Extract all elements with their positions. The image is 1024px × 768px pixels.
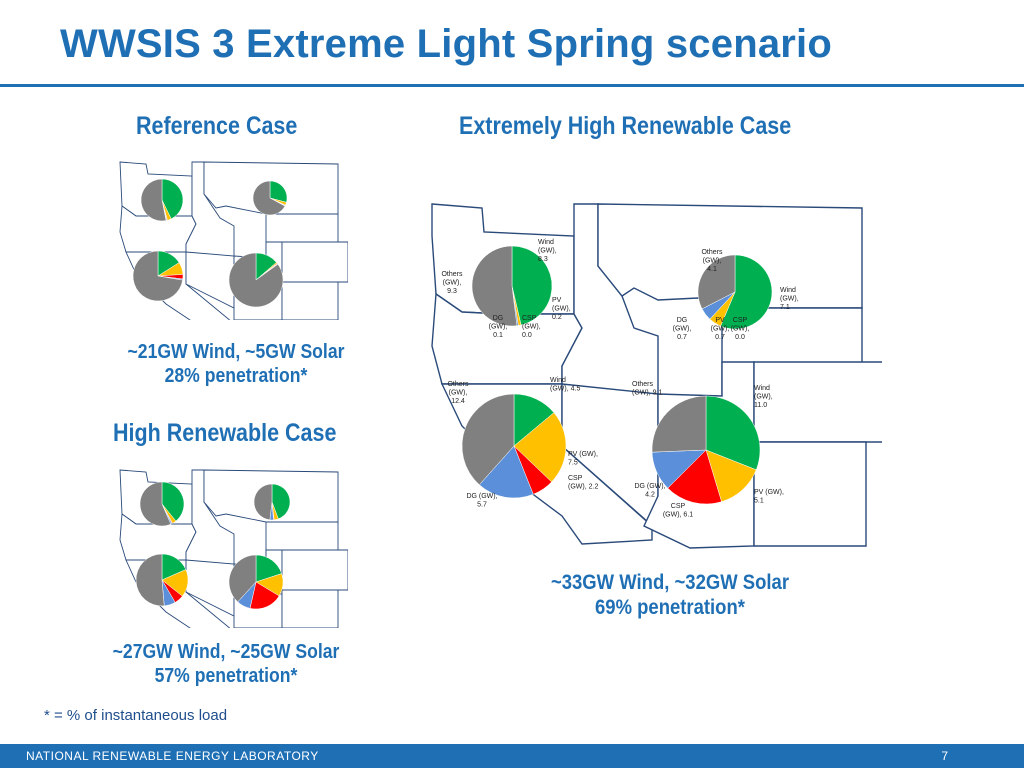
high-renewable-pie-3: [135, 553, 189, 607]
high-renewable-pie-1-slice-wind: [161, 481, 185, 522]
pie-regions: Wind (GW), 8.3 PV (GW), 0.2 CSP (GW), 0.0 DG (GW),…: [441, 239, 798, 519]
reference-pie-2-slice-others: [252, 180, 286, 216]
slide-title: WWSIS 3 Extreme Light Spring scenario: [60, 22, 832, 66]
high-renewable-case-caption: ~27GW Wind, ~25GW Solar 57% penetration*: [94, 640, 358, 688]
extremely-high-case-caption-line2: 69% penetration*: [595, 596, 745, 620]
extreme-pie-3-slice-pv: [513, 412, 567, 483]
extreme-pie-2-slice-others: [697, 254, 736, 310]
reference-pie-4-slice-others: [228, 252, 284, 308]
title-divider: [0, 84, 1024, 87]
state-colorado: [753, 361, 882, 443]
extreme-pie-2-label-dg: DG (GW), 0.7: [673, 317, 692, 341]
extreme-pie-region-1: Wind (GW), 8.3 PV (GW), 0.2 CSP (GW), 0.0 DG (GW),…: [441, 239, 570, 339]
extreme-pie-3-label-others: Others (GW), 12.4: [447, 381, 469, 405]
extremely-high-case-caption: ~33GW Wind, ~32GW Solar 69% penetration*: [538, 570, 802, 620]
high-renewable-case-heading: High Renewable Case: [113, 419, 337, 447]
extremely-high-case-caption-line1: ~33GW Wind, ~32GW Solar: [550, 571, 790, 594]
footer-bar: NATIONAL RENEWABLE ENERGY LABORATORY 7: [0, 744, 1024, 768]
extreme-pie-3-label-csp: CSP (GW), 2.2: [568, 475, 598, 491]
reference-case-caption: ~21GW Wind, ~5GW Solar 28% penetration*: [104, 340, 368, 388]
extremely-high-case-map-svg: Wind (GW), 8.3 PV (GW), 0.2 CSP (GW), 0.0 DG (GW),…: [431, 203, 882, 549]
reference-pie-3: [132, 250, 184, 302]
extreme-pie-4-label-csp: CSP (GW), 6.1: [663, 503, 693, 519]
footnote: * = % of instantaneous load: [44, 707, 228, 724]
extremely-high-case-heading: Extremely High Renewable Case: [459, 112, 792, 140]
extreme-pie-4-slice-wind: [705, 395, 761, 471]
extreme-pie-2-label-wind: Wind (GW), 7.1: [780, 287, 799, 311]
extreme-pie-4-label-dg: DG (GW), 4.2: [634, 483, 665, 499]
page-number: 7: [941, 749, 948, 763]
extremely-high-case-map: Wind (GW), 8.3 PV (GW), 0.2 CSP (GW), 0.0 DG (GW),…: [422, 196, 882, 556]
reference-pie-2-slice-wind: [269, 180, 288, 203]
reference-case-map: [116, 158, 348, 320]
extreme-pie-1-slice-others: [471, 245, 518, 327]
extreme-pie-region-3: Wind (GW), 4.5 PV (GW), 7.5 CSP (GW), 2.2 DG (…: [447, 377, 598, 509]
extreme-pie-2-label-pv: PV (GW), 0.7: [711, 317, 730, 341]
reference-pie-1: [140, 178, 184, 222]
extreme-pie-4-slice-csp: [667, 449, 722, 505]
high-renewable-pie-4-slice-others: [228, 554, 257, 603]
high-renewable-case-map: [116, 466, 348, 628]
reference-pie-1-slice-wind: [161, 178, 184, 220]
high-renewable-case-caption-line2: 57% penetration*: [154, 665, 298, 687]
extreme-pie-4-label-wind: Wind (GW), 11.0: [754, 385, 773, 409]
reference-pie-2: [252, 180, 288, 216]
extreme-pie-3-label-wind: Wind (GW), 4.5: [550, 377, 580, 393]
extreme-pie-3-slice-dg: [478, 445, 534, 499]
extreme-pie-1-label-others: Others (GW), 9.3: [441, 271, 463, 295]
high-renewable-pie-4: [228, 554, 284, 610]
extreme-pie-1-label-wind: Wind (GW), 8.3: [538, 239, 557, 263]
high-renewable-pie-1: [139, 481, 185, 527]
high-renewable-pie-2-slice-wind: [271, 483, 291, 520]
reference-pie-1-slice-others: [140, 178, 167, 222]
extreme-pie-1-label-pv: PV (GW), 0.2: [552, 297, 571, 321]
extreme-pie-3-label-pv: PV (GW), 7.5: [568, 451, 598, 467]
reference-case-caption-line1: ~21GW Wind, ~5GW Solar: [127, 341, 345, 363]
extreme-pie-4-slice-others: [651, 395, 707, 453]
high-renewable-case-caption-line1: ~27GW Wind, ~25GW Solar: [112, 641, 340, 663]
extreme-pie-2-label-others: Others (GW), 4.1: [701, 249, 723, 273]
reference-case-caption-line2: 28% penetration*: [164, 365, 308, 387]
state-new-mexico: [753, 441, 867, 547]
reference-pie-4: [228, 252, 284, 308]
extreme-pie-1-label-csp: CSP (GW), 0.0: [522, 315, 541, 339]
extreme-pie-3-label-dg: DG (GW), 5.7: [466, 493, 497, 509]
extreme-pie-4-label-pv: PV (GW), 5.1: [754, 489, 784, 505]
reference-case-heading: Reference Case: [136, 112, 298, 140]
reference-pie-3-slice-others: [132, 250, 183, 302]
high-renewable-map-svg: [119, 469, 348, 628]
footer-organization: NATIONAL RENEWABLE ENERGY LABORATORY: [26, 749, 319, 763]
extreme-pie-3-slice-others: [461, 393, 515, 486]
reference-map-svg: [119, 161, 348, 320]
extreme-pie-1-label-dg: DG (GW), 0.1: [489, 315, 508, 339]
extreme-pie-2-slice-wind: [720, 254, 773, 330]
high-renewable-pie-1-slice-others: [139, 481, 172, 527]
high-renewable-pie-2: [253, 483, 291, 521]
extreme-pie-region-4: Wind (GW), 11.0 PV (GW), 5.1 CSP (GW), 6.1 DG (…: [632, 381, 784, 519]
extreme-pie-2-label-csp: CSP (GW), 0.0: [731, 317, 750, 341]
extreme-pie-1-slice-wind: [511, 245, 553, 326]
high-renewable-pie-3-slice-others: [135, 553, 165, 607]
high-renewable-pie-2-slice-others: [253, 483, 273, 521]
extreme-pie-4-label-others: Others (GW), 9.1: [632, 381, 662, 397]
